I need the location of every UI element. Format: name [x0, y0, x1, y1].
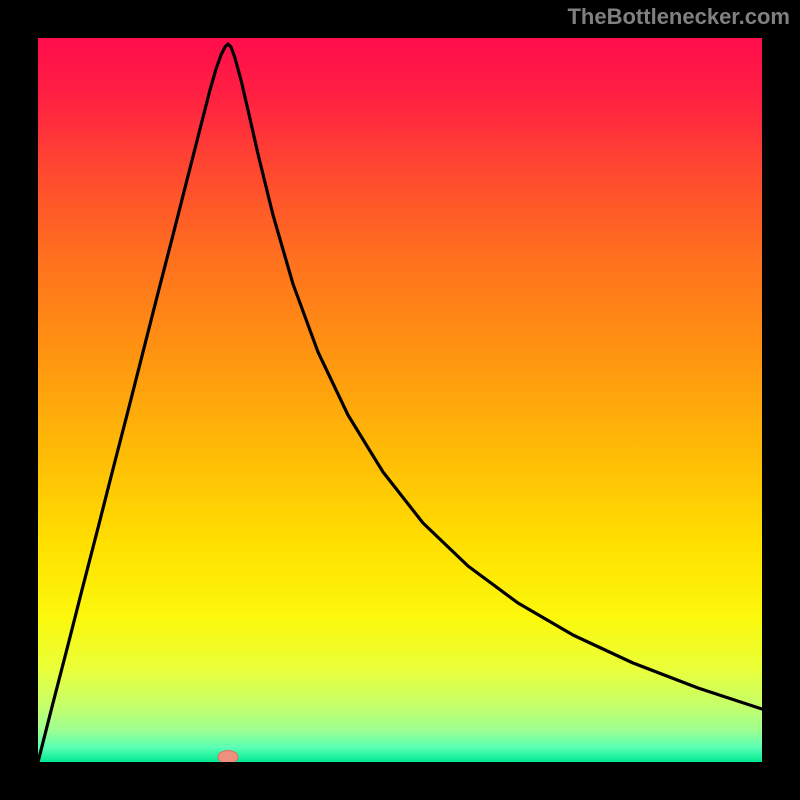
chart-frame: TheBottlenecker.com: [0, 0, 800, 800]
attribution-text: TheBottlenecker.com: [567, 4, 790, 30]
gradient-background: [38, 38, 762, 762]
plot-area: [38, 38, 762, 762]
chart-svg: [38, 38, 762, 762]
min-marker: [218, 751, 238, 763]
